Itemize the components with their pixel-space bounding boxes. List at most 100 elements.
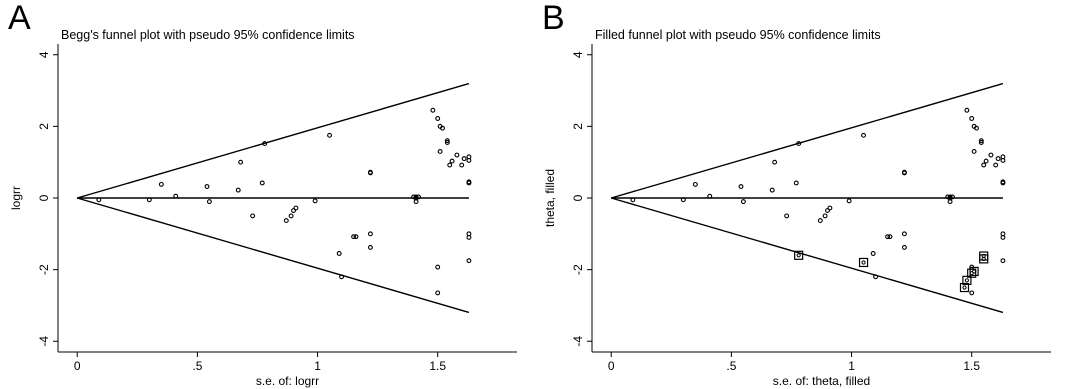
study-point bbox=[969, 290, 975, 296]
study-point bbox=[173, 193, 179, 199]
filled-study-point bbox=[964, 278, 969, 283]
study-point bbox=[204, 184, 210, 189]
x-tick-label: .5 bbox=[192, 359, 202, 373]
filled-study-square bbox=[794, 250, 804, 260]
study-point bbox=[974, 125, 979, 131]
funnel-panel-a: -4 -2 0 2 4 0 .5 1 1.5 s.e. of: logrr logrr A Begg… bbox=[8, 0, 517, 388]
x-axis-label: s.e. of: theta, filled bbox=[773, 374, 870, 388]
lower-confidence-limit bbox=[77, 197, 470, 314]
study-point bbox=[1000, 154, 1006, 160]
x-tick-label: 1.5 bbox=[963, 359, 980, 373]
x-axis-label: s.e. of: logrr bbox=[256, 374, 319, 388]
study-point bbox=[796, 141, 802, 147]
study-point bbox=[351, 234, 357, 240]
study-point bbox=[327, 132, 333, 138]
filled-study-point bbox=[861, 260, 866, 265]
study-point bbox=[262, 141, 268, 147]
y-tick-label: 2 bbox=[571, 123, 585, 130]
study-point bbox=[440, 125, 445, 131]
upper-confidence-limit bbox=[611, 82, 1004, 199]
study-point bbox=[444, 138, 450, 144]
study-point bbox=[971, 148, 977, 154]
chart-title: Filled funnel plot with pseudo 95% confi… bbox=[595, 28, 881, 42]
study-point bbox=[861, 132, 867, 138]
study-point bbox=[885, 234, 891, 240]
study-point bbox=[817, 218, 823, 224]
study-point bbox=[630, 197, 636, 203]
panel-letter: A bbox=[8, 0, 31, 37]
study-point bbox=[206, 199, 212, 205]
study-point bbox=[822, 213, 828, 219]
study-point bbox=[339, 274, 345, 280]
study-point bbox=[449, 158, 455, 164]
study-point bbox=[978, 138, 984, 144]
study-point bbox=[367, 170, 373, 176]
study-point bbox=[981, 162, 987, 168]
study-point bbox=[367, 231, 373, 237]
funnel-panel-b: -4 -2 0 2 4 0 .5 1 1.5 s.e. of: theta, filled thet… bbox=[534, 0, 1068, 389]
y-tick-label: -4 bbox=[571, 336, 585, 347]
y-tick-label: 2 bbox=[37, 123, 51, 130]
study-point bbox=[887, 234, 893, 240]
study-point bbox=[738, 184, 744, 189]
y-tick-label: 4 bbox=[37, 51, 51, 58]
lower-confidence-limit bbox=[611, 197, 1004, 314]
upper-confidence-limit bbox=[77, 82, 470, 199]
filled-study-point bbox=[796, 253, 801, 258]
study-point bbox=[413, 199, 419, 205]
study-point bbox=[158, 181, 164, 187]
study-point bbox=[945, 194, 951, 200]
study-point bbox=[772, 159, 778, 165]
study-point bbox=[96, 197, 102, 203]
study-point bbox=[461, 156, 467, 162]
study-point bbox=[769, 187, 775, 193]
filled-study-square bbox=[959, 282, 970, 293]
x-tick-label: 0 bbox=[608, 359, 615, 373]
study-point bbox=[950, 194, 955, 200]
filled-study-square bbox=[962, 275, 972, 285]
study-point bbox=[466, 258, 472, 264]
y-axis-label: theta, filled bbox=[543, 169, 557, 227]
y-tick-label: 0 bbox=[571, 194, 585, 201]
study-point bbox=[983, 158, 989, 164]
study-point bbox=[1000, 234, 1006, 240]
study-point bbox=[988, 152, 994, 158]
study-point bbox=[846, 198, 852, 204]
study-point bbox=[466, 180, 472, 186]
study-point bbox=[947, 199, 953, 205]
study-point bbox=[873, 274, 879, 280]
y-axis-label: logrr bbox=[9, 186, 23, 210]
study-point bbox=[288, 213, 294, 219]
study-point bbox=[283, 218, 289, 224]
study-point bbox=[444, 140, 450, 145]
study-point bbox=[430, 107, 436, 113]
study-point bbox=[901, 244, 907, 250]
filled-study-point bbox=[981, 253, 986, 259]
y-tick-label: -2 bbox=[37, 264, 51, 275]
study-point bbox=[447, 162, 453, 168]
study-point bbox=[454, 152, 460, 158]
study-point bbox=[291, 208, 296, 213]
study-point bbox=[1000, 180, 1006, 186]
study-point bbox=[680, 197, 686, 203]
study-point bbox=[870, 251, 876, 256]
study-point bbox=[793, 180, 799, 186]
filled-study-square bbox=[967, 268, 977, 278]
study-point bbox=[259, 180, 265, 186]
y-tick-label: -4 bbox=[37, 336, 51, 347]
chart-title: Begg's funnel plot with pseudo 95% confi… bbox=[61, 28, 355, 42]
study-point bbox=[235, 187, 241, 193]
x-tick-label: 1 bbox=[314, 359, 321, 373]
study-point bbox=[336, 251, 342, 256]
study-point bbox=[901, 170, 907, 176]
study-point bbox=[827, 205, 833, 211]
study-point bbox=[978, 140, 984, 145]
study-point bbox=[146, 197, 152, 203]
study-point bbox=[435, 116, 441, 121]
study-point bbox=[969, 116, 975, 121]
study-point bbox=[466, 234, 472, 240]
filled-study-point bbox=[962, 285, 967, 290]
x-tick-label: 1 bbox=[848, 359, 855, 373]
study-point bbox=[353, 234, 359, 240]
study-point bbox=[238, 159, 244, 165]
